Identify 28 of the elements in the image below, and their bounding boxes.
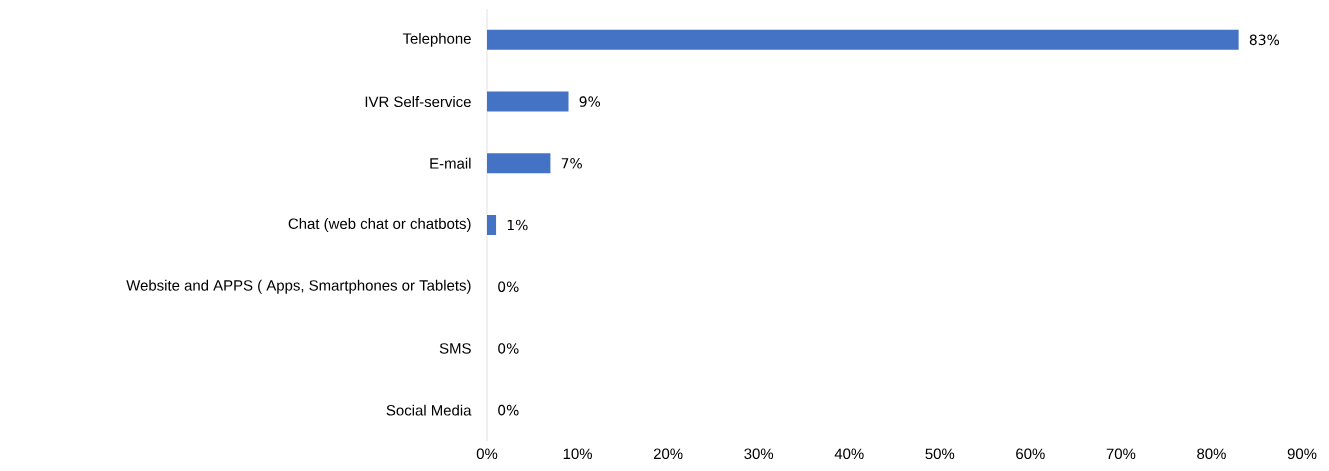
data-label: 0% xyxy=(498,281,519,292)
x-tick-label: 80% xyxy=(1197,448,1226,460)
x-tick-label: 70% xyxy=(1106,448,1136,460)
y-tick-label: Social Media xyxy=(386,404,472,416)
y-tick-label: Website and APPS ( Apps, Smartphones or Tablets) xyxy=(126,279,471,294)
bar xyxy=(487,153,551,174)
y-tick-label: IVR Self-service xyxy=(365,96,471,108)
x-tick-label: 50% xyxy=(925,448,955,460)
y-tick-label: Telephone xyxy=(402,32,471,47)
x-tick-label: 10% xyxy=(563,448,592,460)
x-tick-label: 20% xyxy=(653,448,683,460)
data-label: 7% xyxy=(561,158,582,169)
bar xyxy=(487,91,569,112)
data-label: 9% xyxy=(579,96,601,107)
bar xyxy=(487,214,497,235)
x-tick-label: 30% xyxy=(744,448,774,460)
y-tick-label: SMS xyxy=(439,343,471,354)
x-tick-label: 90% xyxy=(1287,448,1317,460)
data-label: 1% xyxy=(507,219,528,231)
data-label: 83% xyxy=(1249,34,1280,46)
data-label: 0% xyxy=(498,404,519,416)
x-tick-label: 40% xyxy=(834,448,864,460)
y-tick-label: Chat (web chat or chatbots) xyxy=(288,218,471,232)
data-label: 0% xyxy=(498,343,519,354)
bar xyxy=(487,29,1239,50)
y-tick-label: E-mail xyxy=(430,157,471,169)
x-tick-label: 0% xyxy=(476,448,498,460)
x-tick-label: 60% xyxy=(1016,448,1045,460)
